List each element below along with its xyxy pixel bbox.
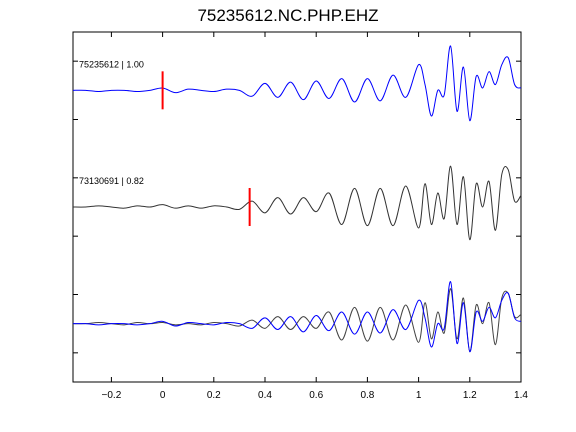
- x-tick-label: −0.2: [102, 390, 122, 401]
- x-tick-label: 0.4: [258, 390, 272, 401]
- x-tick-label: 0: [160, 390, 166, 401]
- x-tick-label: 0.8: [360, 390, 374, 401]
- trace-middle: [72, 165, 522, 241]
- trace-label-top: 75235612 | 1.00: [79, 59, 144, 69]
- trace-top: [72, 45, 522, 122]
- x-tick-label: 1: [416, 390, 422, 401]
- x-tick-label: 1.2: [463, 390, 477, 401]
- trace-overlay-black: [72, 288, 522, 353]
- x-tick-label: 0.6: [309, 390, 323, 401]
- x-tick-label: 1.4: [514, 390, 528, 401]
- trace-overlay-blue: [72, 281, 522, 353]
- chart-title: 75235612.NC.PHP.EHZ: [197, 6, 379, 25]
- trace-label-middle: 73130691 | 0.82: [79, 176, 144, 186]
- x-tick-label: 0.2: [207, 390, 221, 401]
